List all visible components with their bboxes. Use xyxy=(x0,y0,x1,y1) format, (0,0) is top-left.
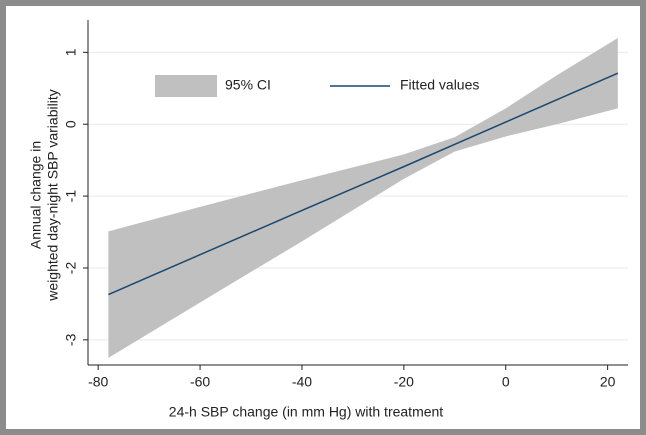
x-tick-label: -20 xyxy=(394,374,414,390)
x-tick-label: -60 xyxy=(190,374,210,390)
y-tick-label: 1 xyxy=(63,48,79,56)
y-tick-label: -1 xyxy=(63,190,79,203)
x-tick-label: 20 xyxy=(600,374,616,390)
fitted-line xyxy=(108,72,619,296)
legend-swatch xyxy=(155,75,217,97)
y-axis-label: weighted day-night SBP variability xyxy=(45,89,61,301)
x-tick-label: 0 xyxy=(502,374,510,390)
x-tick-label: -80 xyxy=(88,374,108,390)
plot-area: -3 -2 -1 0 1 -80 -60 -40 -20 0 20 95% CI Fitted valu… xyxy=(63,20,628,390)
legend-label: Fitted values xyxy=(400,77,479,93)
y-axis-label: Annual change in xyxy=(28,141,44,249)
x-tick-label: -40 xyxy=(292,374,312,390)
x-axis-label: 24-h SBP change (in mm Hg) with treatmen… xyxy=(169,404,444,420)
confidence-band xyxy=(108,37,618,358)
y-tick-label: -2 xyxy=(63,262,79,275)
legend-label: 95% CI xyxy=(225,77,271,93)
y-tick-label: 0 xyxy=(63,120,79,128)
y-tick-label: -3 xyxy=(63,333,79,346)
